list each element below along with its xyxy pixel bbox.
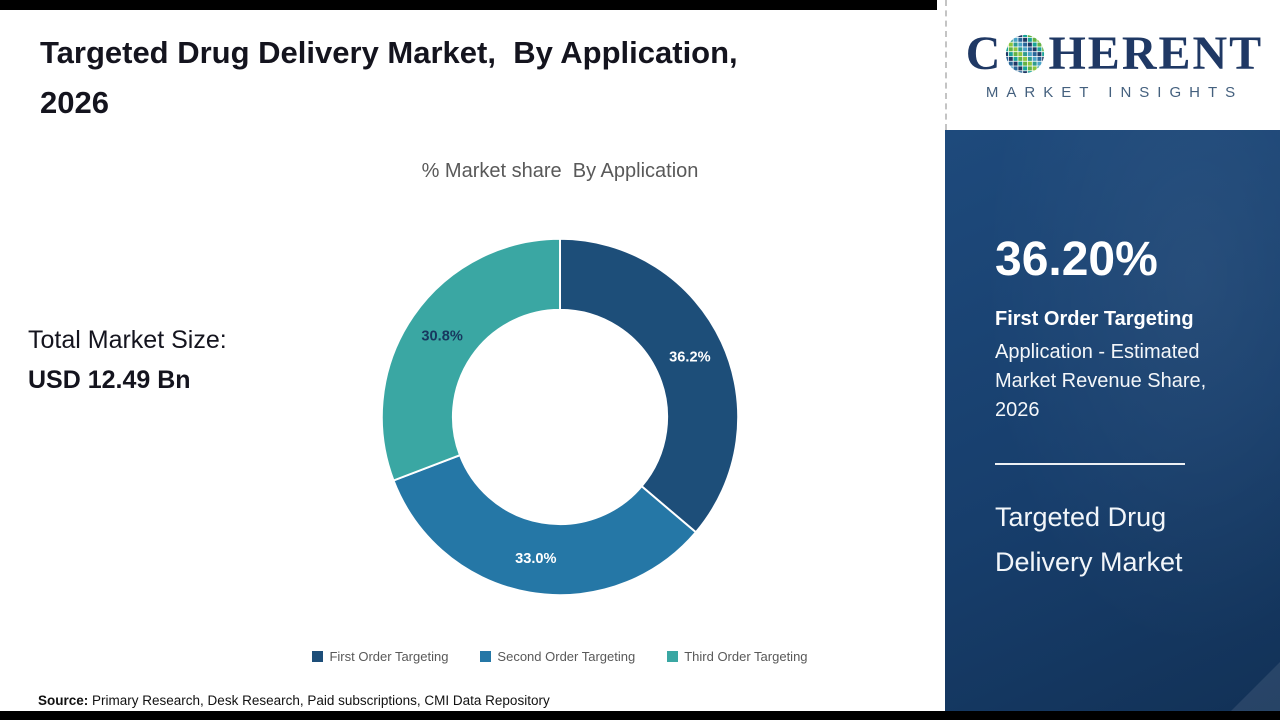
logo-area: C HERENT MARKET INSIGHTS xyxy=(945,0,1280,130)
top-black-bar xyxy=(0,0,937,10)
logo-text-herent: HERENT xyxy=(1048,26,1264,80)
donut-slice-2 xyxy=(380,237,561,482)
donut-chart-svg: 36.2% 33.0% 30.8% xyxy=(380,237,740,597)
legend-item-third-order: Third Order Targeting xyxy=(667,649,808,664)
page-title: Targeted Drug Delivery Market, By Applic… xyxy=(40,28,940,127)
legend-swatch-third-order xyxy=(667,651,679,662)
donut-chart: 36.2% 33.0% 30.8% xyxy=(375,232,745,602)
donut-slice-0 xyxy=(559,237,740,534)
legend-swatch-second-order xyxy=(480,651,492,662)
page-title-line2: 2026 xyxy=(40,84,109,120)
source-label: Source: xyxy=(38,693,89,708)
legend-swatch-first-order xyxy=(312,651,324,662)
stat-title: First Order Targeting xyxy=(995,308,1194,330)
donut-slice-1 xyxy=(392,453,698,597)
coherent-logo: C HERENT xyxy=(965,26,1264,80)
stat-description: Application - Estimated Market Revenue S… xyxy=(995,341,1207,421)
page-curl-decoration xyxy=(1222,662,1280,720)
logo-subtitle: MARKET INSIGHTS xyxy=(985,83,1244,101)
legend-item-second-order: Second Order Targeting xyxy=(480,649,635,664)
bottom-black-bar xyxy=(0,711,1280,720)
source-text: Primary Research, Desk Research, Paid su… xyxy=(92,693,550,708)
chart-legend: First Order Targeting Second Order Targe… xyxy=(0,649,1120,664)
source-note: Source: Primary Research, Desk Research,… xyxy=(38,693,550,708)
legend-label-second-order: Second Order Targeting xyxy=(497,649,636,664)
stat-value: 36.20% xyxy=(995,233,1158,286)
legend-item-first-order: First Order Targeting xyxy=(312,649,448,664)
total-market-size: Total Market Size: USD 12.49 Bn xyxy=(28,326,227,395)
legend-label-third-order: Third Order Targeting xyxy=(684,649,808,664)
page-title-line1: Targeted Drug Delivery Market, By Applic… xyxy=(40,35,738,70)
total-market-size-value: USD 12.49 Bn xyxy=(28,366,191,394)
legend-label-first-order: First Order Targeting xyxy=(329,649,449,664)
donut-slice-label-2: 30.8% xyxy=(421,329,462,345)
side-panel-content: 36.20% First Order Targeting Application… xyxy=(945,130,1280,586)
panel-divider xyxy=(995,463,1185,465)
highlight-side-panel: 36.20% First Order Targeting Application… xyxy=(945,130,1280,720)
globe-mosaic-icon xyxy=(1006,34,1045,73)
total-market-size-label: Total Market Size: xyxy=(28,326,227,354)
donut-slice-label-1: 33.0% xyxy=(515,551,556,567)
logo-text-c: C xyxy=(965,26,1003,80)
chart-subtitle: % Market share By Application xyxy=(421,160,699,182)
donut-slice-label-0: 36.2% xyxy=(669,350,710,366)
market-name: Targeted Drug Delivery Market xyxy=(995,502,1183,578)
